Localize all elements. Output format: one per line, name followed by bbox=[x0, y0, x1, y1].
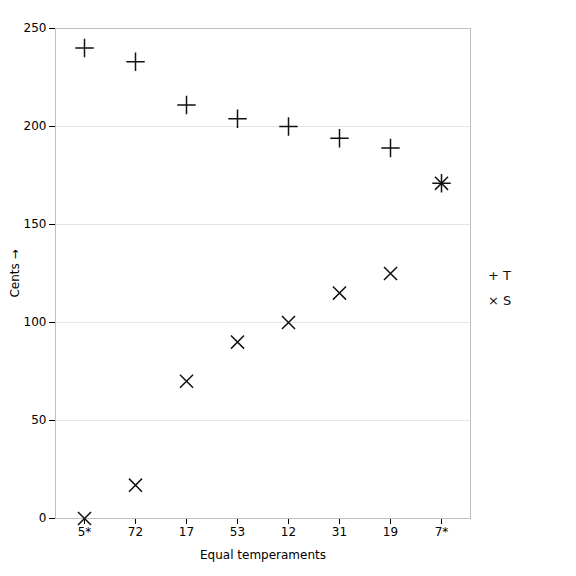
html-text:+ T: + T bbox=[488, 268, 511, 283]
svg-text:53: 53 bbox=[230, 525, 245, 539]
html-text:× S: × S bbox=[488, 293, 512, 308]
svg-text:19: 19 bbox=[383, 525, 398, 539]
svg-text:0: 0 bbox=[39, 511, 47, 525]
svg-text:200: 200 bbox=[24, 119, 47, 133]
svg-text:5*: 5* bbox=[78, 525, 92, 539]
svg-text:250: 250 bbox=[24, 21, 47, 35]
svg-text:12: 12 bbox=[281, 525, 296, 539]
svg-text:Equal temperaments: Equal temperaments bbox=[200, 548, 326, 562]
svg-text:Cents →: Cents → bbox=[8, 249, 22, 297]
svg-text:31: 31 bbox=[332, 525, 347, 539]
svg-text:7*: 7* bbox=[435, 525, 449, 539]
svg-text:17: 17 bbox=[179, 525, 194, 539]
svg-text:50: 50 bbox=[31, 413, 46, 427]
svg-text:150: 150 bbox=[24, 217, 47, 231]
svg-text:100: 100 bbox=[24, 315, 47, 329]
svg-text:72: 72 bbox=[128, 525, 143, 539]
